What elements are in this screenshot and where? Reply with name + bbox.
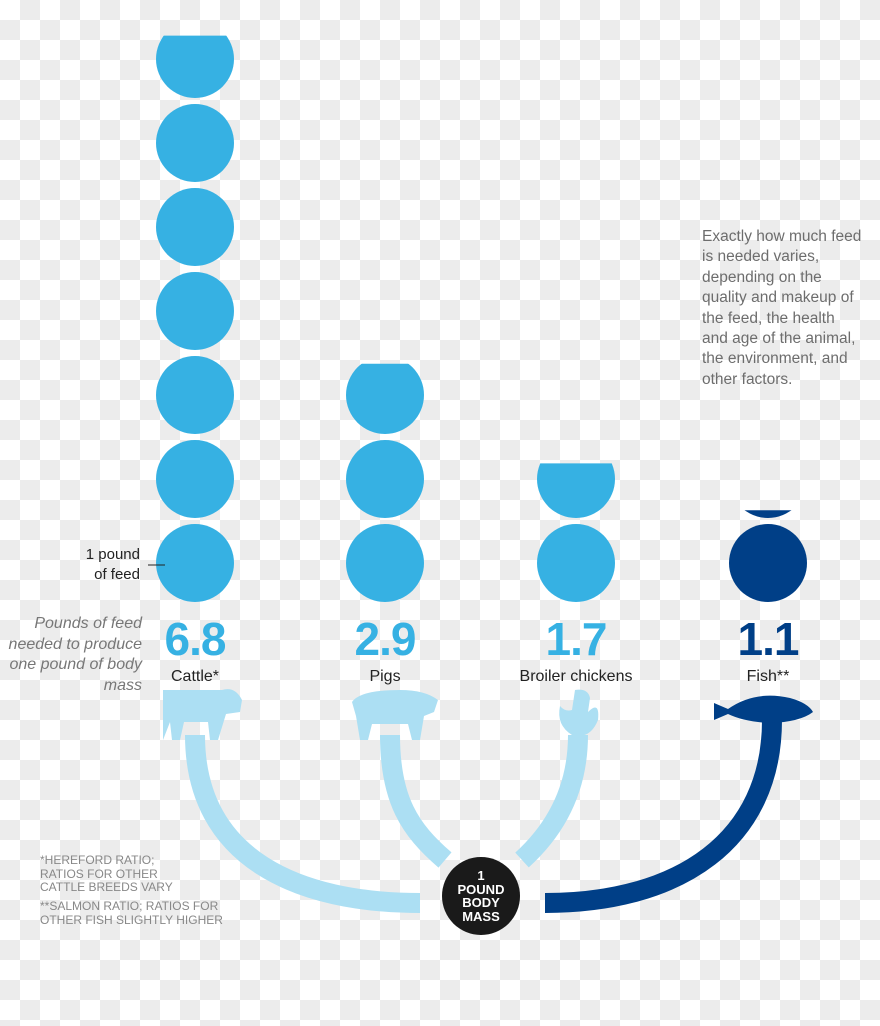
category-label-pigs: Pigs xyxy=(369,668,401,685)
explanatory-note: Exactly how much feed is needed varies, … xyxy=(702,228,862,388)
partial-feed-unit-circle xyxy=(346,363,424,434)
category-label-chickens: Broiler chickens xyxy=(519,668,633,685)
feed-unit-circle xyxy=(156,272,234,350)
hub-line: 1 xyxy=(477,868,485,883)
chickens-arc xyxy=(515,734,588,868)
fish-icon xyxy=(714,695,813,723)
partial-feed-unit-circle xyxy=(537,463,615,518)
y-axis-label: Pounds of feed needed to produce one pou… xyxy=(8,615,142,694)
feed-unit-circle xyxy=(156,188,234,266)
hub-line: MASS xyxy=(462,908,500,924)
value-label-pigs: 2.9 xyxy=(354,613,417,665)
pig-icon xyxy=(352,690,438,740)
chicken-icon xyxy=(559,689,599,742)
fish-arc xyxy=(544,719,782,913)
feed-unit-circle xyxy=(537,524,615,602)
feed-unit-circle xyxy=(346,524,424,602)
value-label-fish: 1.1 xyxy=(737,613,800,665)
unit-label: 1 pound of feed xyxy=(85,546,140,583)
feed-unit-circle xyxy=(729,524,807,602)
pigs-arc xyxy=(380,734,452,868)
cattle-arc xyxy=(185,734,421,913)
feed-unit-circle xyxy=(156,104,234,182)
cow-icon xyxy=(163,689,242,740)
footnote-cattle: *HEREFORD RATIO; RATIOS FOR OTHER CATTLE… xyxy=(40,853,173,894)
category-label-fish: Fish** xyxy=(746,668,790,685)
feed-unit-circle xyxy=(156,524,234,602)
feed-unit-circle xyxy=(156,356,234,434)
footnote-fish: **SALMON RATIO; RATIOS FOR OTHER FISH SL… xyxy=(40,899,223,927)
feed-unit-circle xyxy=(346,440,424,518)
hub-line: BODY xyxy=(462,895,500,910)
partial-feed-unit-circle xyxy=(156,35,234,98)
value-label-cattle: 6.8 xyxy=(164,613,227,665)
category-label-cattle: Cattle* xyxy=(170,668,220,685)
value-label-chickens: 1.7 xyxy=(545,613,608,665)
hub-line: POUND xyxy=(457,881,505,897)
feed-unit-circle xyxy=(156,440,234,518)
partial-feed-unit-circle xyxy=(744,510,792,518)
one-pound-body-mass-hub: 1 POUND BODY MASS xyxy=(442,857,520,935)
